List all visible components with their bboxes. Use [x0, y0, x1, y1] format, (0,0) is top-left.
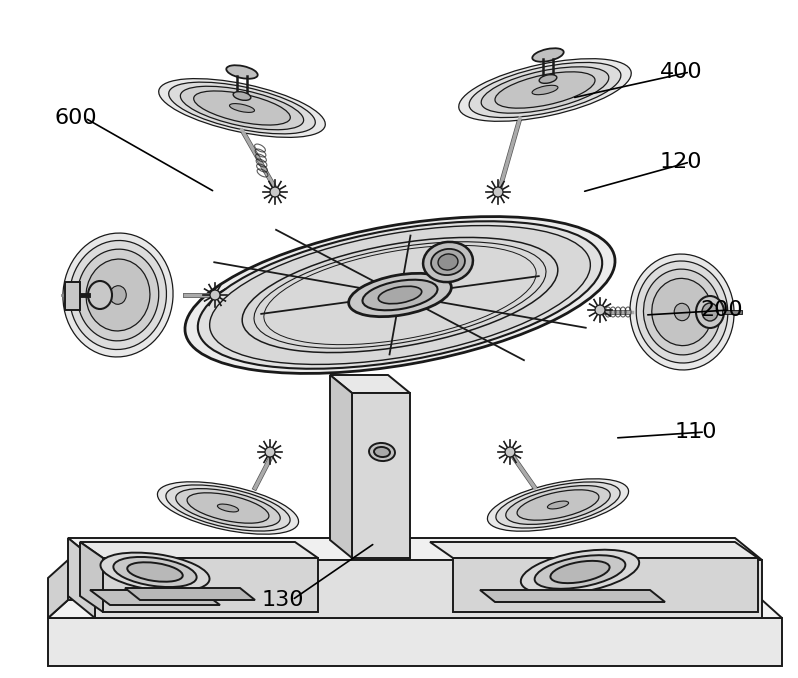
- Polygon shape: [80, 542, 318, 558]
- Polygon shape: [65, 282, 80, 310]
- Ellipse shape: [652, 279, 712, 346]
- Ellipse shape: [198, 221, 602, 369]
- Ellipse shape: [176, 489, 280, 527]
- Ellipse shape: [77, 249, 159, 341]
- Ellipse shape: [349, 273, 452, 317]
- Text: 130: 130: [262, 590, 305, 610]
- Text: 120: 120: [660, 152, 702, 172]
- Ellipse shape: [369, 443, 395, 461]
- Polygon shape: [330, 375, 352, 558]
- Ellipse shape: [696, 296, 724, 328]
- Polygon shape: [95, 560, 762, 618]
- Polygon shape: [453, 558, 758, 612]
- Ellipse shape: [362, 280, 437, 311]
- Polygon shape: [90, 590, 220, 605]
- Ellipse shape: [595, 305, 605, 315]
- Ellipse shape: [459, 59, 631, 121]
- Ellipse shape: [505, 447, 515, 457]
- Ellipse shape: [551, 561, 610, 583]
- Ellipse shape: [643, 269, 721, 355]
- Ellipse shape: [194, 91, 290, 125]
- Text: 200: 200: [700, 300, 743, 320]
- Ellipse shape: [517, 490, 599, 520]
- Text: 600: 600: [55, 108, 97, 128]
- Ellipse shape: [431, 249, 465, 275]
- Ellipse shape: [227, 65, 258, 79]
- Polygon shape: [330, 375, 410, 393]
- Polygon shape: [352, 393, 410, 558]
- Polygon shape: [48, 560, 68, 618]
- Ellipse shape: [532, 85, 558, 95]
- Ellipse shape: [230, 104, 255, 113]
- Text: 400: 400: [660, 62, 702, 82]
- Ellipse shape: [159, 79, 326, 138]
- Ellipse shape: [481, 67, 609, 113]
- Ellipse shape: [547, 501, 569, 509]
- Ellipse shape: [166, 485, 290, 531]
- Polygon shape: [68, 538, 762, 560]
- Polygon shape: [48, 618, 782, 666]
- Ellipse shape: [521, 550, 639, 595]
- Ellipse shape: [217, 504, 239, 512]
- Text: 110: 110: [675, 422, 717, 442]
- Ellipse shape: [88, 281, 112, 309]
- Ellipse shape: [423, 242, 473, 282]
- Ellipse shape: [127, 562, 183, 582]
- Ellipse shape: [265, 447, 275, 457]
- Ellipse shape: [101, 553, 210, 591]
- Ellipse shape: [378, 286, 421, 304]
- Ellipse shape: [168, 82, 315, 134]
- Ellipse shape: [496, 482, 620, 528]
- Ellipse shape: [113, 557, 196, 587]
- Ellipse shape: [63, 233, 173, 357]
- Polygon shape: [480, 590, 665, 602]
- Polygon shape: [125, 588, 255, 600]
- Ellipse shape: [495, 72, 595, 108]
- Ellipse shape: [110, 285, 126, 304]
- Ellipse shape: [702, 303, 718, 321]
- Polygon shape: [48, 600, 782, 618]
- Polygon shape: [103, 558, 318, 612]
- Ellipse shape: [539, 75, 557, 83]
- Polygon shape: [80, 542, 103, 612]
- Ellipse shape: [506, 485, 610, 524]
- Ellipse shape: [270, 187, 280, 197]
- Ellipse shape: [469, 62, 621, 117]
- Ellipse shape: [187, 493, 269, 523]
- Ellipse shape: [233, 92, 251, 100]
- Ellipse shape: [185, 216, 615, 374]
- Ellipse shape: [210, 226, 591, 365]
- Polygon shape: [430, 542, 758, 558]
- Ellipse shape: [636, 261, 728, 363]
- Ellipse shape: [532, 48, 563, 62]
- Ellipse shape: [438, 254, 458, 270]
- Ellipse shape: [493, 187, 503, 197]
- Ellipse shape: [374, 447, 390, 457]
- Ellipse shape: [157, 482, 298, 534]
- Polygon shape: [68, 538, 95, 618]
- Ellipse shape: [69, 241, 167, 350]
- Ellipse shape: [86, 259, 150, 331]
- Ellipse shape: [535, 555, 626, 589]
- Ellipse shape: [674, 303, 689, 321]
- Ellipse shape: [488, 479, 629, 532]
- Ellipse shape: [210, 290, 220, 300]
- Ellipse shape: [630, 254, 734, 370]
- Ellipse shape: [180, 86, 303, 129]
